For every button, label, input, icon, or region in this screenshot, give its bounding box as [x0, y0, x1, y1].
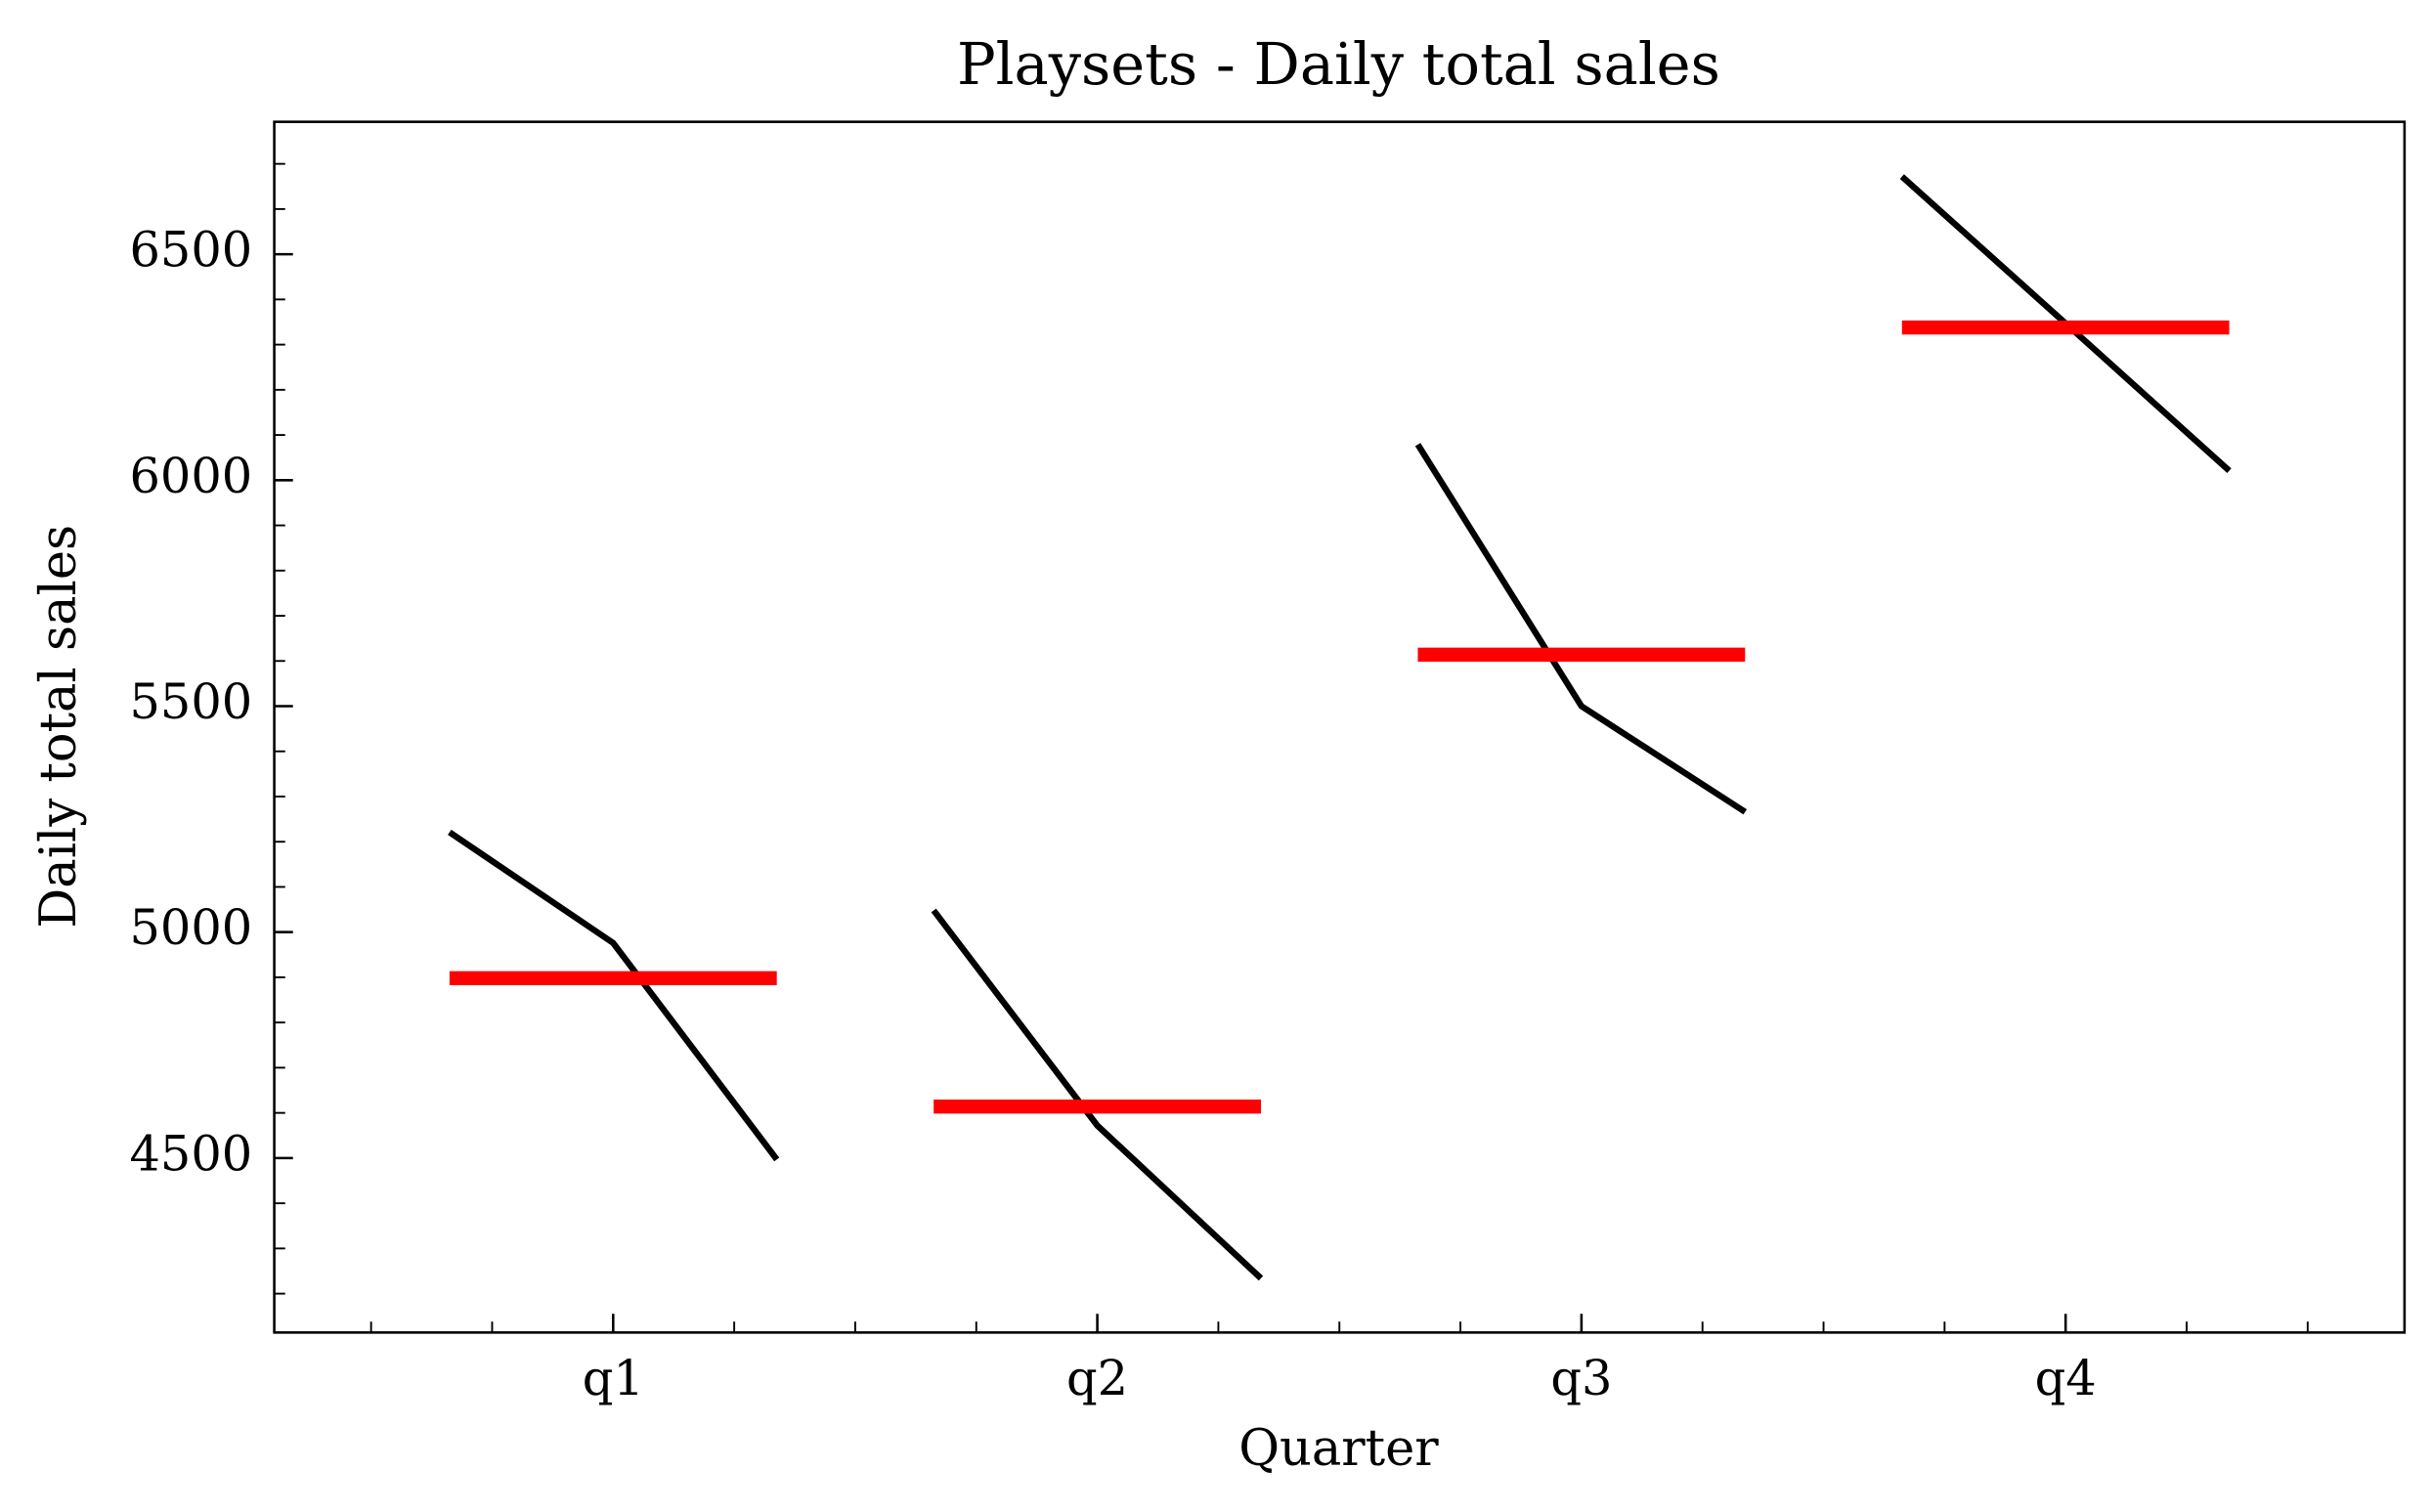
y-tick-label: 4500 [130, 1125, 253, 1182]
chart-title: Playsets - Daily total sales [957, 30, 1720, 98]
subseries-line [448, 829, 780, 1162]
x-axis-label: Quarter [1238, 1420, 1439, 1478]
y-tick-label: 6500 [130, 222, 253, 279]
subseries-line [931, 908, 1264, 1281]
y-axis-label: Daily total sales [30, 525, 88, 929]
y-tick-label: 5500 [130, 673, 253, 730]
x-tick-label: q3 [1550, 1350, 1612, 1406]
x-tick-label: q2 [1066, 1350, 1128, 1406]
y-tick-label: 5000 [130, 899, 253, 956]
subseries-line [1414, 443, 1748, 815]
x-tick-label: q4 [2035, 1350, 2097, 1406]
x-tick-label: q1 [583, 1350, 644, 1406]
y-tick-label: 6000 [130, 448, 253, 504]
